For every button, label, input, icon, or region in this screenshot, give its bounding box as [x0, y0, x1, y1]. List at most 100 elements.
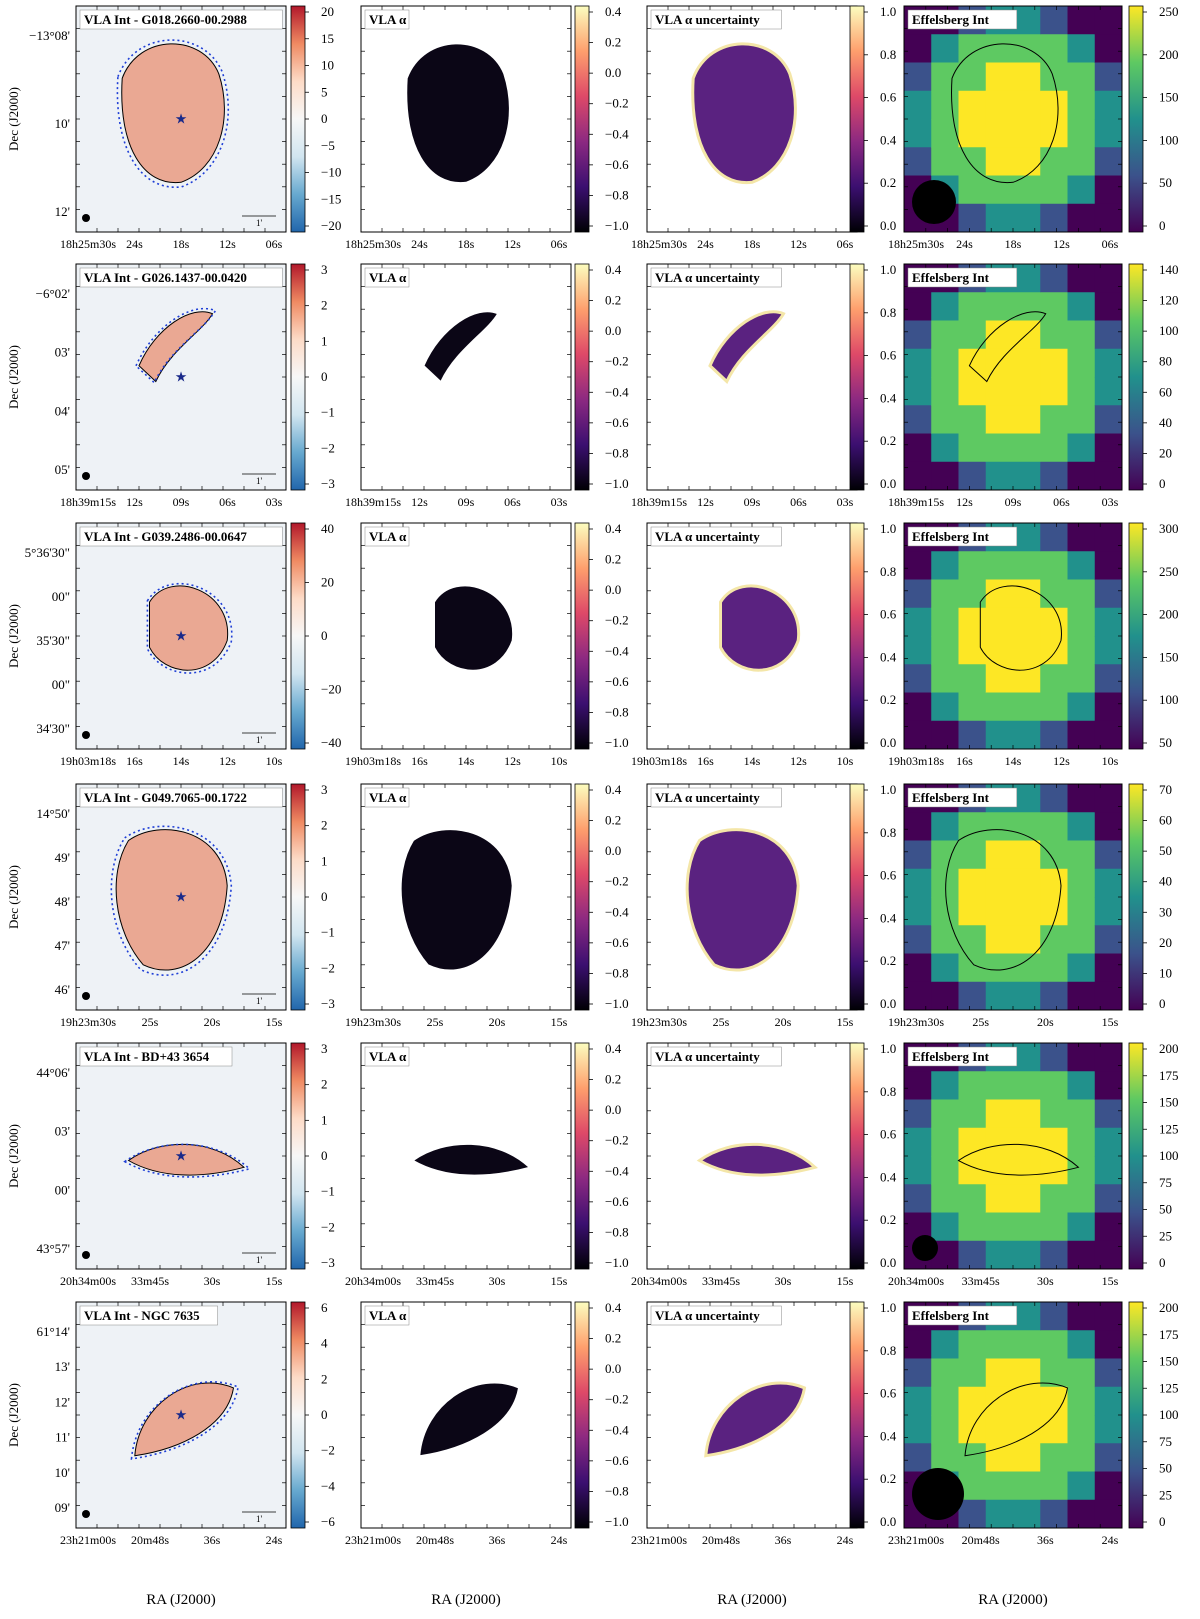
- effelsberg-pixel: [985, 1212, 1014, 1242]
- effelsberg-pixel: [985, 607, 1014, 637]
- ra-tick-label: 18s: [173, 237, 190, 251]
- effelsberg-pixel: [1040, 119, 1068, 148]
- effelsberg-pixel: [1013, 1330, 1041, 1359]
- ra-tick-label: 18h25m30s: [631, 237, 687, 251]
- effelsberg-pixel: [985, 90, 1014, 120]
- ra-tick-label: 10s: [1102, 754, 1119, 768]
- colorbar-vla-int: 6 4 2 0 −2 −4 −6: [290, 1300, 335, 1529]
- effelsberg-pixel: [985, 433, 1014, 463]
- effelsberg-pixel: [931, 90, 959, 120]
- colorbar-effelsberg: 140 120 100 80 60 40 20 0: [1128, 262, 1179, 491]
- dotted-contour: [130, 1381, 239, 1460]
- colorbar-vla-alpha: 0.4 0.2 0.0 −0.2 −0.4 −0.6 −0.8 −1.0: [574, 1300, 629, 1529]
- cbar-tick-label: 2: [321, 1371, 328, 1386]
- effelsberg-pixel: [1040, 405, 1068, 434]
- panel-title: VLA α uncertainty: [655, 529, 760, 544]
- effelsberg-pixel: [1067, 90, 1096, 120]
- effelsberg-pixel: [1040, 1499, 1068, 1529]
- ra-tick-label: 10s: [266, 754, 283, 768]
- effelsberg-pixel: [1040, 953, 1068, 983]
- ra-tick-label: 24s: [551, 1533, 568, 1547]
- cbar-tick-label: 50: [1159, 1461, 1172, 1476]
- effelsberg-pixel: [1040, 812, 1068, 841]
- title-box: [650, 526, 782, 547]
- effelsberg-pixel: [931, 551, 959, 580]
- effelsberg-pixel: [985, 840, 1014, 870]
- colorbar-ramp: [574, 1301, 590, 1529]
- ra-tick-label: 18h39m15s: [345, 495, 401, 509]
- effelsberg-pixel: [1040, 175, 1068, 205]
- colorbar-effelsberg: 70 60 50 40 30 20 10 0: [1128, 782, 1172, 1011]
- effelsberg-pixel: [958, 377, 987, 406]
- effelsberg-pixel: [1067, 405, 1096, 434]
- effelsberg-pixel: [1013, 1127, 1041, 1157]
- cbar-tick-label: 0.4: [880, 390, 897, 405]
- cbar-tick-label: 175: [1159, 1327, 1179, 1342]
- title-box: [650, 267, 782, 288]
- effelsberg-pixel: [1094, 147, 1123, 176]
- ra-tick-label: 36s: [1037, 1533, 1054, 1547]
- effelsberg-pixel: [985, 147, 1014, 176]
- cbar-tick-label: 0.4: [605, 262, 622, 277]
- title-box: [79, 1305, 218, 1326]
- cbar-tick-label: 0.6: [880, 607, 897, 622]
- effelsberg-pixel: [931, 119, 959, 148]
- cbar-tick-label: 0.2: [880, 1471, 896, 1486]
- effelsberg-pixel: [958, 348, 987, 378]
- cbar-tick-label: 2: [321, 818, 328, 833]
- uncertainty-map: [696, 1142, 819, 1177]
- ra-tick-label: 18h25m30s: [888, 237, 944, 251]
- title-box: [650, 9, 782, 30]
- ra-tick-label: 10s: [837, 754, 854, 768]
- dec-tick-label: 48': [55, 894, 70, 909]
- dec-tick-label: 12': [55, 1394, 70, 1409]
- cbar-tick-label: 0.0: [605, 323, 621, 338]
- contour: [945, 829, 1062, 971]
- ra-tick-label: 20m48s: [962, 1533, 1000, 1547]
- cbar-tick-label: 0.6: [880, 348, 897, 363]
- cbar-tick-label: 0.4: [880, 649, 897, 664]
- effelsberg-pixel: [931, 1358, 959, 1388]
- cbar-tick-label: −1: [321, 925, 335, 940]
- ra-tick-label: 06s: [1102, 237, 1119, 251]
- colorbar-effelsberg: 300 250 200 150 100 50: [1128, 521, 1179, 750]
- effelsberg-pixel: [1094, 348, 1123, 378]
- cbar-tick-label: −3: [321, 996, 335, 1011]
- effelsberg-pixel: [931, 348, 959, 378]
- cbar-tick-label: 3: [321, 1041, 328, 1056]
- cbar-tick-label: 0.6: [880, 868, 897, 883]
- cbar-tick-label: 1.0: [880, 1041, 896, 1056]
- effelsberg-pixel: [1067, 1415, 1096, 1444]
- title-box: [650, 1046, 782, 1067]
- cbar-tick-label: 40: [321, 521, 334, 536]
- effelsberg-pixel: [1067, 551, 1096, 580]
- effelsberg-pixel: [904, 34, 932, 63]
- effelsberg-pixel: [1067, 377, 1096, 406]
- ra-tick-label: 30s: [1037, 1274, 1054, 1288]
- cbar-tick-label: 0: [1159, 1255, 1166, 1270]
- colorbar-ramp: [1128, 263, 1144, 491]
- dec-tick-label: 35'30": [36, 633, 70, 648]
- effelsberg-pixel: [958, 405, 987, 434]
- panel-title: VLA α: [369, 790, 407, 805]
- ra-tick-label: 18s: [1005, 237, 1022, 251]
- effelsberg-pixel: [904, 607, 932, 637]
- figure-row-2: ★ 1' VLA Int - G026.1437-00.0420 −6°02' 03' 0…: [6, 262, 1179, 509]
- effelsberg-pixel: [904, 636, 932, 665]
- effelsberg-pixel: [1040, 264, 1068, 293]
- cbar-tick-label: −0.6: [605, 1453, 629, 1468]
- colorbar-ramp: [574, 5, 590, 233]
- ra-tick-label: 14s: [458, 754, 475, 768]
- effelsberg-pixel: [1067, 812, 1096, 841]
- ra-tick-label: 19h23m30s: [888, 1015, 944, 1029]
- cbar-tick-label: −0.4: [605, 1163, 629, 1178]
- effelsberg-pixel: [931, 812, 959, 841]
- cbar-tick-label: −0.2: [605, 613, 629, 628]
- effelsberg-pixel: [985, 720, 1014, 750]
- colorbar-ramp: [1128, 783, 1144, 1011]
- effelsberg-pixel: [1067, 784, 1096, 813]
- ra-tick-label: 09s: [1005, 495, 1022, 509]
- effelsberg-pixel: [1094, 812, 1123, 841]
- effelsberg-pixel: [1013, 1240, 1041, 1270]
